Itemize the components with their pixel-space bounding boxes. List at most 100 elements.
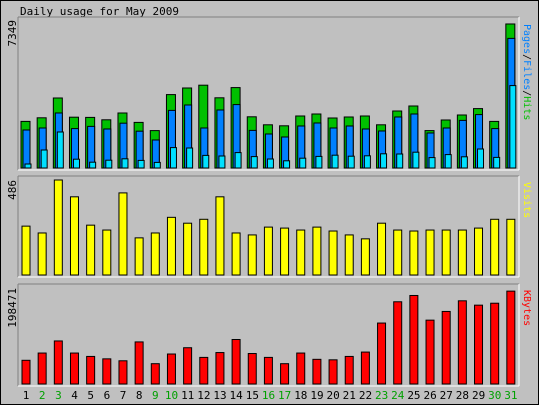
bar-pages [153,161,161,169]
bar-pages [315,155,323,169]
bar-visits [86,224,96,276]
day-label: 12 [197,389,210,402]
legend-hits-part: Files [521,60,532,90]
day-label: 8 [136,389,143,402]
bar-kbytes [118,360,128,385]
bar-pages [493,156,501,169]
bar-pages [56,131,64,169]
bar-visits [263,226,273,276]
bar-kbytes [328,359,338,385]
bar-kbytes [263,356,273,385]
bar-visits [183,222,193,276]
bar-kbytes [409,294,419,385]
bar-pages [509,85,517,169]
ymax-label-kbytes: 198471 [6,288,19,328]
bar-pages [234,152,242,169]
bar-pages [477,148,485,169]
bar-pages [137,159,145,169]
legend-hits-part: Pages [521,24,532,54]
day-label: 11 [181,389,194,402]
bar-pages [105,159,113,169]
bar-pages [363,155,371,169]
bar-kbytes [134,341,144,385]
bar-pages [299,157,307,169]
legend-hits-part: / [521,90,532,96]
day-label: 22 [359,389,372,402]
bar-kbytes [441,310,451,385]
bar-pages [218,155,226,169]
bar-kbytes [377,322,387,385]
bar-visits [102,229,112,276]
bar-kbytes [457,300,467,385]
bar-visits [393,229,403,276]
bar-kbytes [425,319,435,385]
legend-kbytes-part: KBytes [521,290,532,326]
bar-visits [53,179,63,276]
bar-visits [409,230,419,276]
bar-pages [380,153,388,169]
day-label: 2 [39,389,46,402]
bar-pages [347,155,355,169]
bar-visits [199,218,209,276]
day-label: 16 [262,389,275,402]
ymax-label-hits: 7349 [6,20,19,47]
chart-title: Daily usage for May 2009 [20,5,179,18]
day-label: 7 [120,389,127,402]
bar-pages [121,158,129,169]
bar-kbytes [86,355,96,385]
day-label: 24 [391,389,405,402]
bar-kbytes [183,347,193,385]
bar-visits [69,196,79,276]
bar-kbytes [474,304,484,385]
ymax-label-visits: 486 [6,180,19,200]
bar-pages [428,157,436,169]
day-label: 23 [375,389,388,402]
day-label: 30 [488,389,501,402]
legend-visits: Visits [521,182,532,218]
bar-kbytes [247,353,257,385]
bar-visits [312,226,322,276]
bar-pages [283,160,291,169]
legend-hits-part: / [521,54,532,60]
bar-visits [37,232,47,276]
legend-hits: Pages/Files/Hits [521,24,532,120]
bar-kbytes [21,359,31,385]
bar-visits [150,232,160,276]
bar-visits [490,218,500,276]
day-label: 4 [71,389,78,402]
bar-visits [328,230,338,276]
day-label: 9 [152,389,159,402]
day-label: 14 [230,389,244,402]
bar-visits [280,227,290,276]
bar-kbytes [102,358,112,385]
bar-visits [344,234,354,276]
day-label: 25 [407,389,420,402]
bar-pages [202,154,210,169]
legend-visits-part: Visits [521,182,532,218]
bar-pages [72,158,80,169]
day-label: 26 [423,389,436,402]
day-label: 13 [213,389,226,402]
bar-pages [169,147,177,169]
day-label: 29 [472,389,485,402]
bar-visits [215,196,225,276]
bar-visits [118,192,128,276]
day-label: 20 [327,389,340,402]
bar-visits [134,237,144,276]
day-label: 3 [55,389,62,402]
bar-kbytes [360,351,370,385]
bar-visits [377,222,387,276]
bar-kbytes [344,355,354,385]
bar-files [22,129,31,169]
bar-pages [396,153,404,169]
day-label: 27 [440,389,453,402]
bar-kbytes [69,352,79,385]
bar-visits [506,218,516,276]
bar-kbytes [296,352,306,385]
bar-kbytes [312,358,322,385]
bar-kbytes [490,302,500,385]
day-label: 18 [294,389,307,402]
bar-pages [24,163,32,169]
